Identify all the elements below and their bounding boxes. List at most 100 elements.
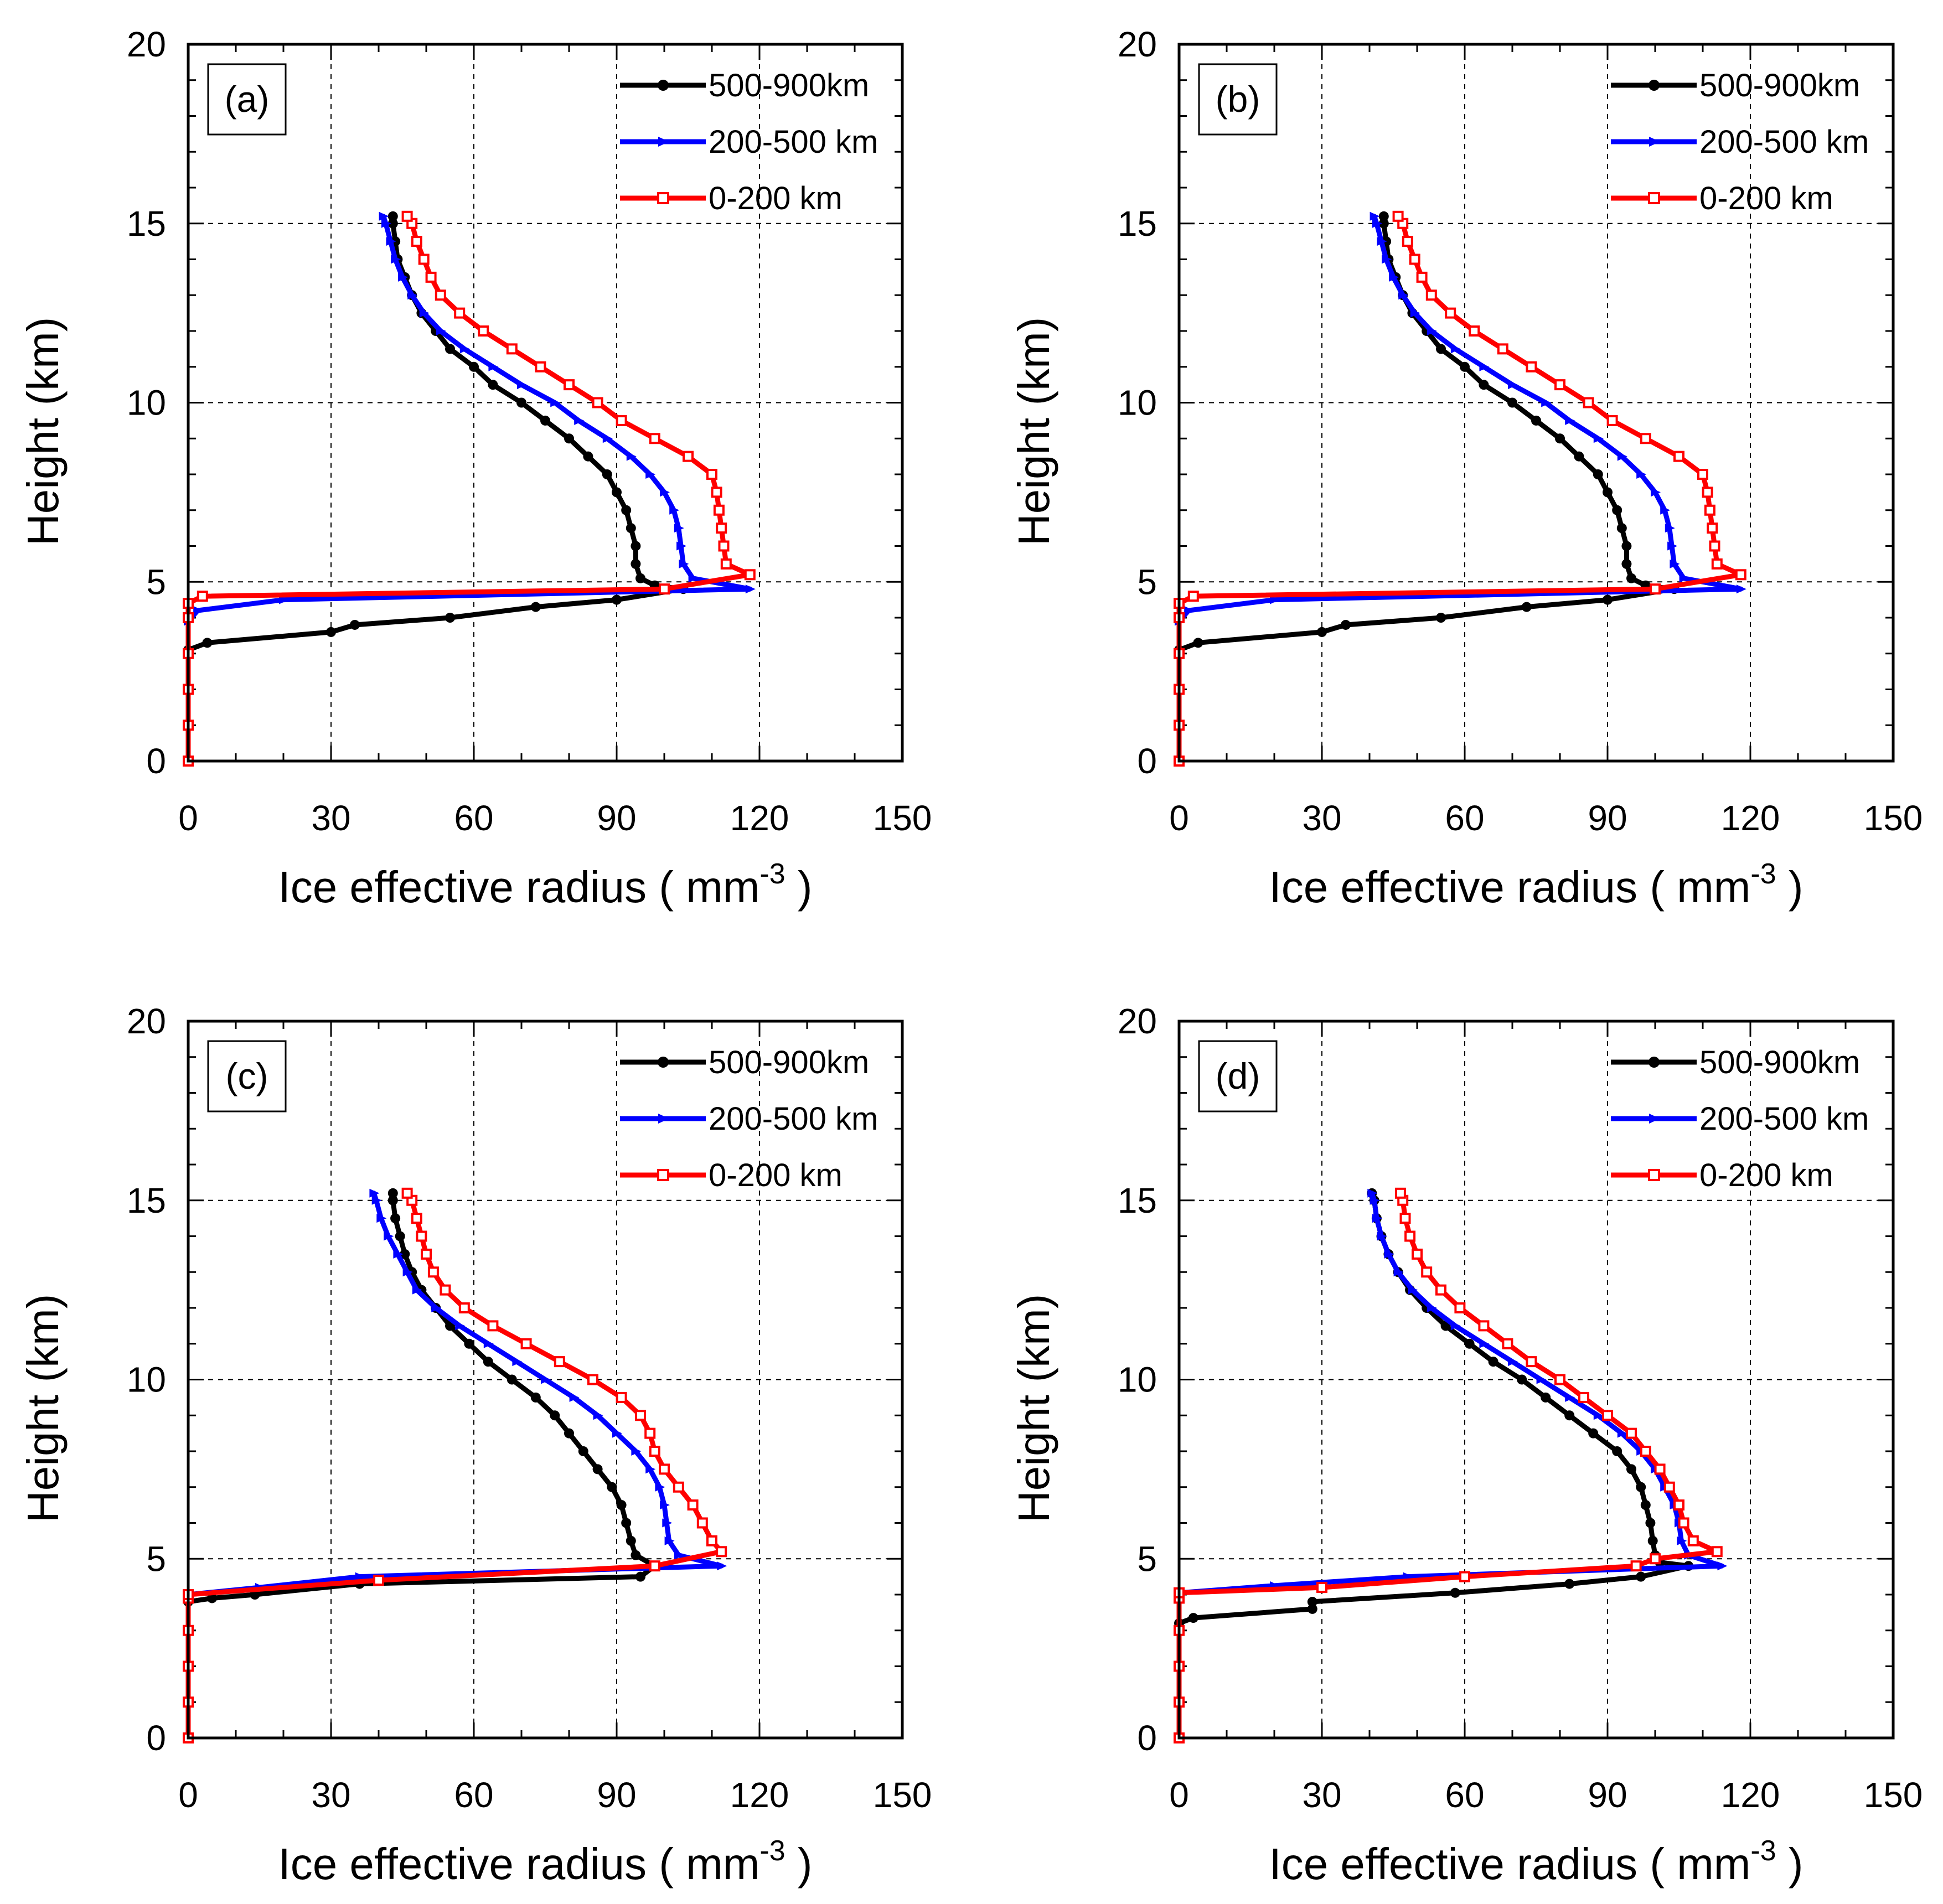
data-point bbox=[1188, 1613, 1198, 1623]
x-tick-label: 30 bbox=[1302, 1775, 1341, 1815]
data-point bbox=[662, 1518, 673, 1528]
data-point bbox=[488, 380, 498, 390]
data-point bbox=[1393, 1267, 1404, 1277]
data-point bbox=[1502, 1338, 1513, 1349]
data-point bbox=[612, 487, 622, 498]
data-point bbox=[440, 1284, 451, 1296]
data-point bbox=[1377, 1232, 1387, 1241]
data-point bbox=[631, 558, 641, 569]
chart-panel-3: 0 30 60 90 120 150 0 5 10 15 20 Ice effective radiu… bbox=[18, 1001, 932, 1889]
data-point bbox=[621, 505, 632, 515]
plot-frame bbox=[1177, 1020, 1895, 1740]
y-tick-label: 20 bbox=[127, 24, 166, 64]
data-point bbox=[1673, 451, 1684, 462]
data-point bbox=[1378, 211, 1389, 221]
data-point bbox=[401, 210, 413, 222]
legend-marker bbox=[658, 1057, 669, 1068]
data-point bbox=[1404, 1230, 1416, 1242]
data-point bbox=[1707, 522, 1718, 534]
data-point bbox=[507, 1374, 517, 1385]
data-point bbox=[386, 237, 396, 246]
data-point bbox=[371, 1196, 382, 1205]
data-point bbox=[1555, 433, 1565, 444]
data-point bbox=[1640, 1500, 1651, 1510]
y-tick-label: 10 bbox=[127, 1360, 166, 1400]
data-point bbox=[621, 1518, 632, 1528]
x-tick-label: 60 bbox=[454, 798, 493, 838]
data-point bbox=[1307, 1596, 1317, 1607]
data-point bbox=[645, 470, 656, 479]
data-point bbox=[1650, 1553, 1661, 1565]
data-point bbox=[1717, 1561, 1728, 1571]
y-axis-title: Height (km) bbox=[18, 1294, 68, 1523]
data-point bbox=[1602, 1410, 1613, 1421]
panel-label: (d) bbox=[1216, 1056, 1260, 1096]
legend-label-1: 500-900km bbox=[1699, 68, 1860, 104]
data-point bbox=[1427, 327, 1437, 335]
data-point bbox=[631, 541, 641, 551]
data-point bbox=[1593, 469, 1603, 479]
data-point bbox=[379, 211, 389, 221]
data-point bbox=[1588, 1428, 1599, 1439]
data-point bbox=[587, 1374, 598, 1385]
data-point bbox=[1679, 573, 1689, 583]
data-point bbox=[1382, 255, 1392, 264]
data-point bbox=[483, 1339, 494, 1348]
data-point bbox=[674, 524, 684, 533]
data-point bbox=[387, 1188, 398, 1198]
data-point bbox=[1636, 1571, 1646, 1582]
legend-marker bbox=[1649, 1114, 1660, 1124]
data-point bbox=[411, 1213, 422, 1224]
data-point bbox=[1667, 541, 1678, 551]
data-point bbox=[1517, 1374, 1527, 1385]
data-point bbox=[391, 255, 401, 264]
y-axis-title: Height (km) bbox=[1009, 1294, 1058, 1523]
x-axis-title-close: ) bbox=[1776, 862, 1804, 912]
data-point bbox=[411, 236, 422, 247]
data-point bbox=[369, 1188, 380, 1198]
data-point bbox=[1612, 505, 1622, 515]
data-point bbox=[554, 1356, 565, 1368]
x-tick-label: 0 bbox=[1169, 1775, 1189, 1815]
data-point bbox=[1435, 1284, 1446, 1296]
legend-label-2: 200-500 km bbox=[1699, 1101, 1869, 1137]
data-point bbox=[1526, 1356, 1537, 1368]
data-point bbox=[540, 415, 550, 426]
data-point bbox=[535, 361, 546, 372]
data-point bbox=[1450, 1587, 1460, 1598]
y-tick-label: 5 bbox=[146, 562, 166, 602]
data-point bbox=[635, 1410, 646, 1421]
data-point bbox=[1626, 1464, 1636, 1474]
x-axis-title-main: Ice effective radius ( mm bbox=[1269, 1839, 1750, 1889]
data-point bbox=[649, 433, 660, 444]
data-point bbox=[1640, 1446, 1651, 1457]
data-point bbox=[1367, 1188, 1378, 1198]
x-tick-label: 150 bbox=[1864, 1775, 1923, 1815]
x-tick-label: 60 bbox=[1445, 798, 1484, 838]
series-line-3 bbox=[1176, 1191, 1720, 1741]
data-point bbox=[1469, 325, 1480, 337]
plot-frame bbox=[1177, 43, 1895, 763]
data-point bbox=[592, 397, 603, 408]
data-point bbox=[1531, 415, 1541, 426]
data-point bbox=[574, 416, 585, 425]
data-point bbox=[1677, 1536, 1687, 1545]
data-point bbox=[718, 540, 730, 552]
data-point bbox=[1654, 1463, 1666, 1475]
x-tick-label: 120 bbox=[730, 798, 789, 838]
panel-label: (a) bbox=[225, 79, 270, 120]
legend-label-2: 200-500 km bbox=[709, 124, 878, 160]
data-point bbox=[1647, 1535, 1658, 1546]
legend-marker bbox=[657, 192, 669, 204]
data-point bbox=[459, 344, 470, 354]
data-point bbox=[1574, 451, 1584, 462]
data-point bbox=[745, 584, 756, 594]
data-point bbox=[1663, 1481, 1675, 1493]
legend-label-3: 0-200 km bbox=[709, 180, 843, 216]
data-point bbox=[616, 1391, 627, 1403]
data-point bbox=[1394, 1187, 1406, 1199]
data-point bbox=[1541, 398, 1552, 407]
data-point bbox=[1670, 559, 1680, 568]
data-point bbox=[455, 1321, 466, 1331]
data-point bbox=[717, 1561, 727, 1571]
